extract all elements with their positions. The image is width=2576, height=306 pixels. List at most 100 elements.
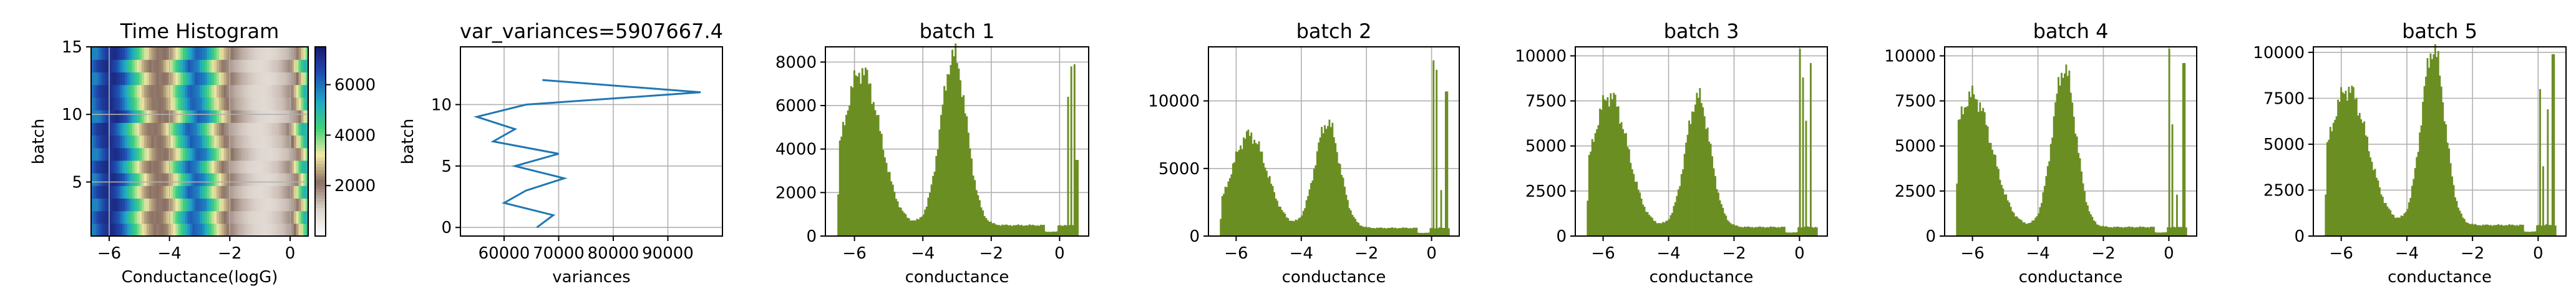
heatmap-cell: [233, 97, 236, 111]
heatmap-cell: [221, 223, 225, 237]
heatmap-cell: [250, 198, 253, 212]
heatmap-cell: [248, 47, 251, 60]
histogram-bar: [2013, 212, 2015, 236]
heatmap-cell: [146, 173, 150, 186]
x-tick-label: −4: [158, 244, 182, 263]
histogram-bar: [1439, 227, 1441, 236]
heatmap-cell: [178, 47, 181, 60]
histogram-bar: [1399, 228, 1401, 236]
heatmap-cell: [211, 84, 215, 98]
heatmap-cell: [204, 198, 208, 212]
histogram-bar: [2092, 220, 2095, 236]
histogram-bar: [2160, 232, 2163, 236]
heatmap-cell: [153, 160, 157, 174]
heatmap-cell: [170, 47, 174, 60]
heatmap-cell: [281, 47, 284, 60]
heatmap-cell: [262, 185, 265, 199]
heatmap-cell: [195, 173, 198, 186]
histogram-bar: [1808, 227, 1810, 236]
histogram-bar: [1973, 94, 1975, 236]
histogram-bars: [837, 43, 1079, 237]
heatmap-cell: [129, 97, 133, 111]
heatmap-cell: [95, 72, 99, 86]
histogram-bar: [1772, 227, 1775, 236]
histogram-bar: [2101, 226, 2103, 236]
heatmap-cell: [293, 160, 297, 174]
heatmap-cell: [265, 84, 268, 98]
heatmap-cell: [110, 110, 114, 123]
histogram-bar: [2383, 203, 2386, 236]
heatmap-cell: [139, 84, 142, 98]
histogram-bar: [2468, 224, 2471, 236]
heatmap-cell: [91, 97, 94, 111]
heatmap-cell: [255, 110, 258, 123]
histogram-bar: [913, 220, 915, 236]
axes-frame-6: [2313, 46, 2567, 237]
histogram-bar: [1252, 144, 1254, 236]
heatmap-cell: [279, 147, 283, 161]
heatmap-cell: [243, 210, 246, 224]
heatmap-cell: [245, 97, 248, 111]
heatmap-cell: [250, 84, 253, 98]
heatmap-cell: [190, 110, 193, 123]
histogram-bar: [1779, 227, 1781, 236]
heatmap-cell: [211, 135, 215, 149]
heatmap-cell: [103, 210, 106, 224]
heatmap-cell: [117, 135, 120, 149]
heatmap-cell: [148, 135, 152, 149]
heatmap-cell: [195, 160, 198, 174]
histogram-bar: [1648, 214, 1650, 236]
heatmap-cell: [127, 122, 130, 136]
heatmap-cell: [103, 122, 106, 136]
histogram-bar: [2351, 86, 2353, 236]
histogram-bar: [1991, 149, 1993, 236]
histogram-bar: [2005, 194, 2008, 236]
heatmap-cell: [161, 135, 164, 149]
heatmap-cell: [303, 198, 306, 212]
heatmap-cell: [250, 147, 253, 161]
heatmap-cell: [192, 84, 195, 98]
histogram-bar: [1062, 225, 1064, 236]
histogram-bar: [2334, 119, 2336, 236]
histogram-bar: [1765, 227, 1767, 236]
heatmap-cell: [98, 223, 102, 237]
heatmap-cell: [103, 160, 106, 174]
heatmap-cell: [306, 147, 309, 161]
y-tick-label: 0: [2294, 227, 2305, 246]
histogram-bar: [1716, 189, 1718, 236]
heatmap-cell: [185, 160, 188, 174]
heatmap-cell: [110, 97, 114, 111]
heatmap-cell: [211, 47, 215, 60]
heatmap-cell: [272, 47, 275, 60]
heatmap-cell: [286, 160, 289, 174]
axes-frame-1: [460, 46, 723, 237]
histogram-bar: [1792, 232, 1795, 236]
histogram-bar: [1020, 225, 1023, 236]
heatmap-cell: [156, 84, 159, 98]
heatmap-cell: [221, 173, 225, 186]
heatmap-cell: [250, 47, 253, 60]
heatmap-cell: [100, 84, 104, 98]
heatmap-cell: [125, 97, 128, 111]
histogram-bar: [2409, 197, 2412, 236]
histogram-bar: [2180, 227, 2183, 236]
histogram-bar: [1713, 168, 1715, 236]
histogram-bar: [2058, 77, 2059, 237]
histogram-bar: [1703, 116, 1706, 236]
heatmap-cell: [178, 110, 181, 123]
heatmap-cell: [117, 210, 120, 224]
heatmap-cell: [257, 135, 261, 149]
histogram-bar: [848, 105, 851, 236]
histogram-bar: [1319, 137, 1321, 236]
histogram-bar: [1739, 227, 1741, 236]
heatmap-cell: [296, 173, 299, 186]
histogram-bar: [1279, 206, 1281, 236]
heatmap-cell: [231, 122, 234, 136]
heatmap-cell: [250, 135, 253, 149]
heatmap-cell: [170, 72, 174, 86]
heatmap-cell: [200, 47, 203, 60]
colorbar-segment: [315, 116, 326, 120]
heatmap-cell: [291, 223, 294, 237]
heatmap-cell: [100, 173, 104, 186]
heatmap-cell: [148, 72, 152, 86]
